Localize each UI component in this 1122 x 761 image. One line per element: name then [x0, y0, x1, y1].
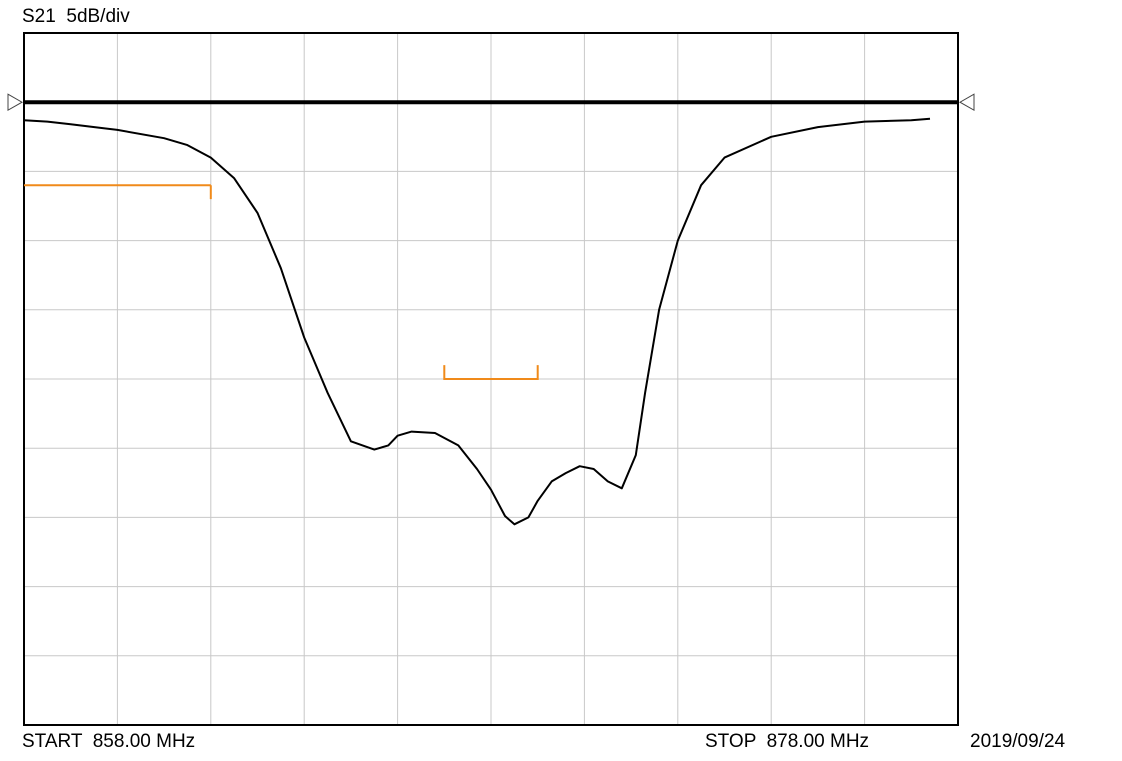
limit-lines [24, 184, 539, 380]
limit-line [24, 184, 212, 200]
s21-trace [23, 117, 931, 526]
scale-label: 5dB/div [66, 6, 130, 27]
stop-frequency: STOP 878.00 MHz [705, 731, 870, 752]
reference-marker-right-icon[interactable] [958, 93, 975, 112]
reference-marker-left-icon[interactable] [7, 93, 24, 112]
plot-frame [23, 32, 959, 726]
limit-line [443, 365, 539, 380]
start-frequency: START 858.00 MHz [22, 731, 196, 752]
measurement-header: S21 5dB/div [22, 6, 130, 28]
capture-date: 2019/09/24 [970, 731, 1066, 752]
measurement-label: S21 [22, 6, 56, 27]
